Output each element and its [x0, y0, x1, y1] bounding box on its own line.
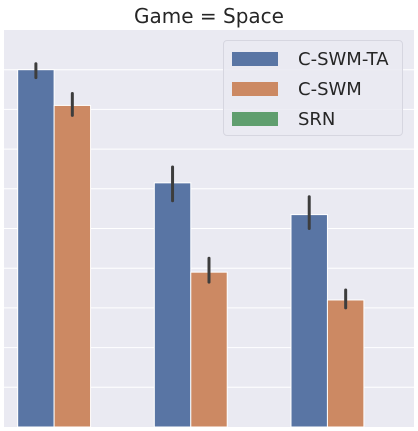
legend-label-c-swm-ta: C-SWM-TA	[298, 48, 389, 70]
legend: C-SWM-TA C-SWM SRN	[223, 40, 403, 136]
legend-swatch-srn	[232, 112, 278, 126]
legend-item-c-swm-ta: C-SWM-TA	[232, 46, 389, 72]
legend-label-c-swm: C-SWM	[298, 78, 362, 100]
chart-title: Game = Space	[134, 4, 284, 28]
bar-c-swm-0	[53, 104, 92, 428]
error-bars-group	[34, 62, 348, 310]
legend-item-c-swm: C-SWM	[232, 76, 362, 102]
bar-c-swm-ta-0	[17, 69, 55, 428]
legend-swatch-c-swm	[232, 82, 278, 96]
legend-label-srn: SRN	[298, 108, 336, 130]
bar-c-swm-2	[326, 299, 365, 428]
legend-swatch-c-swm-ta	[232, 52, 278, 66]
legend-item-srn: SRN	[232, 106, 335, 132]
bar-c-swm-ta-1	[153, 182, 192, 428]
bar-c-swm-1	[190, 271, 228, 428]
bar-c-swm-ta-2	[290, 214, 328, 428]
bars-group	[17, 69, 365, 428]
